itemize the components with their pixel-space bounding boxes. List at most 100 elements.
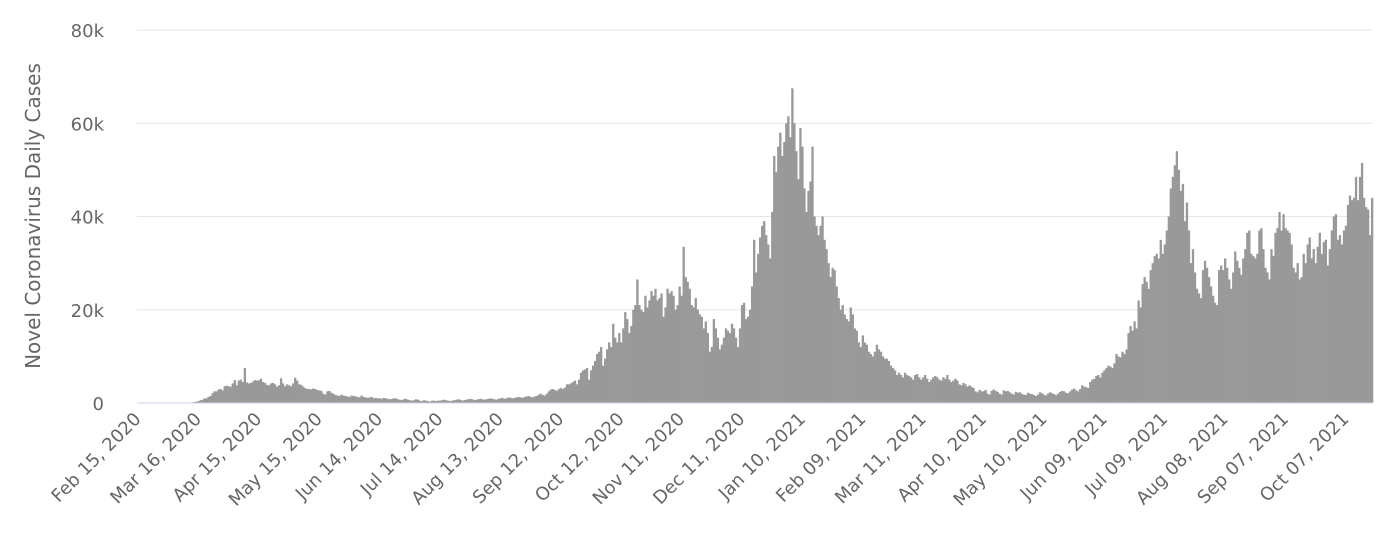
bar [767,244,770,403]
bar [370,396,373,403]
bar [410,400,414,403]
bar [1187,230,1191,403]
bar [763,221,766,403]
bar [235,385,238,403]
bar [475,399,478,403]
bar [1334,214,1338,403]
bar [555,390,559,403]
bar [465,399,468,403]
bar [1014,391,1017,403]
bar [992,389,995,403]
bar [1075,390,1078,403]
bar [223,386,226,403]
bar [988,394,991,403]
bar [966,386,969,403]
bar [819,225,822,403]
bar [845,319,848,403]
bar [420,401,424,403]
bar [698,314,701,403]
bar [1294,272,1297,403]
bar [1362,197,1366,403]
bar [215,391,218,403]
bar [1125,349,1128,403]
bar [1034,396,1038,403]
bar [738,328,742,403]
bar [1332,216,1336,403]
bar [708,351,712,403]
bar [881,356,885,403]
bar [1044,395,1048,403]
bar [873,351,877,403]
bar [499,398,502,403]
bar [197,401,200,403]
bar [412,400,416,403]
bar [380,398,383,403]
bar [1232,272,1235,403]
bar [807,190,810,403]
bar [716,337,720,403]
bar [704,321,707,403]
bar [330,392,333,403]
bar [1097,375,1100,403]
bar [779,132,782,403]
bar [1248,230,1251,403]
bar [672,295,675,403]
bar [1149,270,1152,403]
bar [606,349,609,403]
bar [1318,232,1321,403]
bar [1211,295,1215,403]
bar [986,393,989,403]
bar [833,270,836,403]
bar [376,398,379,403]
bar [428,401,432,403]
bar [714,328,718,403]
bar [491,398,494,403]
bar [211,393,214,403]
bar [436,400,440,403]
bar [1348,195,1352,403]
bar [457,399,460,403]
bar [1030,394,1034,403]
bar [451,400,454,403]
bar [1306,244,1309,403]
bar [1036,394,1040,403]
bar [1147,288,1150,403]
bar [694,298,697,403]
bar [875,344,879,403]
bar [392,398,395,403]
bar [1290,244,1293,403]
bar [622,328,625,403]
bar [463,400,466,403]
bar [1344,225,1348,403]
bar [1145,281,1148,403]
bar [1264,267,1267,403]
bar [724,328,728,403]
bar [817,235,820,403]
bar [610,347,613,403]
bar [978,389,981,403]
bar [732,328,736,403]
bar [831,267,834,403]
bar [783,141,786,403]
bar [565,384,569,403]
bar [1050,393,1054,403]
bar [229,386,232,403]
bar [740,305,744,403]
bar [424,400,428,403]
bar [990,390,993,403]
bar [503,398,506,403]
bar [859,347,862,403]
bar [298,384,301,403]
bar [1071,389,1074,403]
bar [340,394,343,403]
bar [761,225,764,403]
bar [523,396,526,403]
bar [1139,307,1142,403]
bar [871,356,875,403]
bar [775,172,778,403]
bar [674,309,677,403]
bar [980,391,983,403]
bar [1155,253,1158,403]
bar [946,375,949,403]
bar [507,397,510,403]
